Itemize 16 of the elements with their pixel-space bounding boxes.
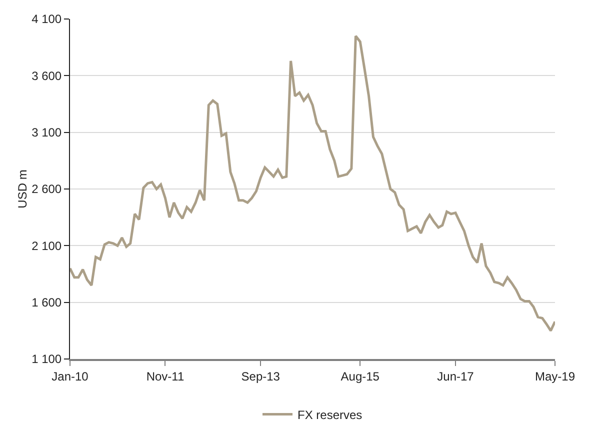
x-tick-label: May-19 xyxy=(534,369,576,384)
line-series xyxy=(70,34,555,332)
y-tick-label: 1 100 xyxy=(32,352,62,366)
x-tick-label: Nov-11 xyxy=(146,369,184,384)
x-tick-label: Jun-17 xyxy=(437,369,474,384)
x-tick-label: Aug-15 xyxy=(340,369,380,384)
y-tick-label: 3 100 xyxy=(32,126,62,140)
y-tick-label: 3 600 xyxy=(32,68,62,83)
x-tick-label: Jan-10 xyxy=(52,369,89,384)
y-tick-label: 2 600 xyxy=(32,182,62,196)
y-tick-label: 2 100 xyxy=(32,238,62,253)
y-tick-label: 1 600 xyxy=(32,296,62,310)
legend-label: FX reserves xyxy=(298,408,362,422)
x-tick-label: Sep-13 xyxy=(241,369,280,384)
y-axis-title: USD m xyxy=(16,170,30,208)
y-tick-label: 4 100 xyxy=(32,12,62,26)
